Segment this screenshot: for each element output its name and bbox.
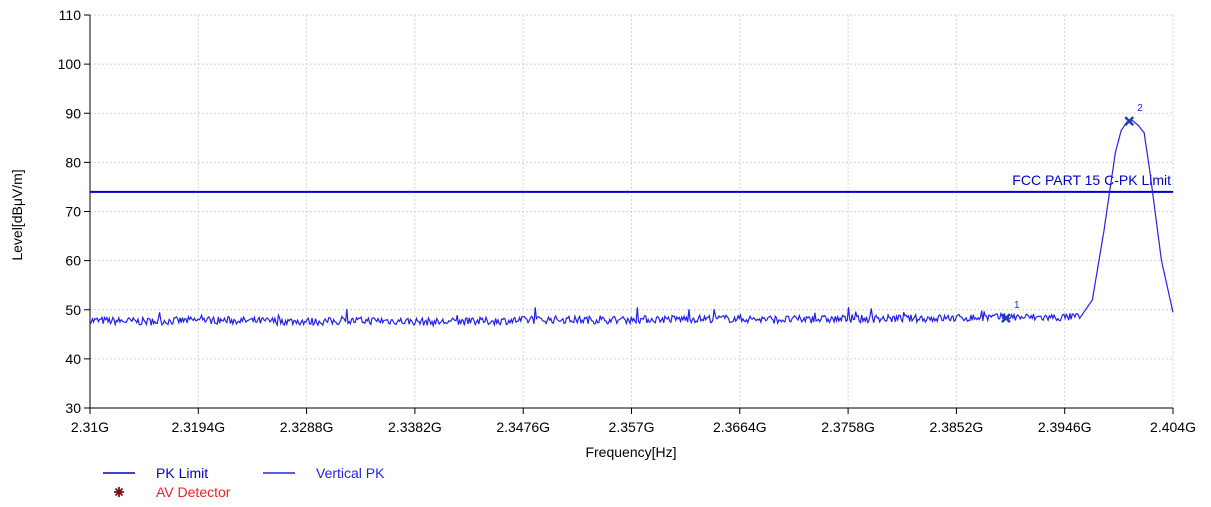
x-tick-label: 2.3758G [821, 419, 875, 435]
marker-x-stroke [1124, 116, 1135, 126]
marker-point: 1 [1001, 300, 1020, 323]
marker-x-stroke [1001, 313, 1011, 323]
y-tick-label: 70 [65, 204, 81, 220]
legend-label: PK Limit [156, 465, 208, 481]
star-icon [114, 487, 124, 497]
x-tick-label: 2.357G [609, 419, 655, 435]
x-tick-label: 2.3852G [930, 419, 984, 435]
legend-item: AV Detector [114, 484, 231, 500]
y-axis-title: Level[dBμV/m] [9, 169, 25, 260]
x-tick-label: 2.404G [1150, 419, 1196, 435]
y-tick-label: 90 [65, 105, 81, 121]
x-axis-title: Frequency[Hz] [585, 444, 676, 460]
y-tick-label: 30 [65, 400, 81, 416]
legend-item: PK Limit [103, 465, 208, 481]
legend-label: AV Detector [156, 484, 231, 500]
marker-label: 2 [1137, 103, 1143, 114]
legend-label: Vertical PK [316, 465, 385, 481]
y-tick-label: 40 [65, 351, 81, 367]
x-tick-label: 2.3194G [171, 419, 225, 435]
y-tick-label: 50 [65, 302, 81, 318]
grid [89, 14, 1174, 409]
marker-point: 2 [1124, 103, 1143, 126]
legend-item: Vertical PK [263, 465, 385, 481]
x-tick-label: 2.3476G [496, 419, 550, 435]
y-tick-label: 100 [58, 56, 82, 72]
series-group [89, 119, 1174, 329]
series-line-vertical-pk [89, 119, 1174, 329]
y-tick-label: 60 [65, 253, 81, 269]
x-tick-label: 2.3382G [388, 419, 442, 435]
x-tick-label: 2.3946G [1038, 419, 1092, 435]
limit-line-group: FCC PART 15 C-PK Limit [90, 172, 1173, 193]
x-tick-label: 2.3664G [713, 419, 767, 435]
marker-label: 1 [1014, 300, 1020, 311]
pk-limit-label: FCC PART 15 C-PK Limit [1012, 172, 1171, 188]
markers-group: 12 [1001, 103, 1143, 323]
y-tick-label: 80 [65, 154, 81, 170]
y-tick-label: 110 [59, 7, 82, 23]
legend: PK Limit Vertical PK AV Detector [103, 465, 385, 500]
x-tick-label: 2.3288G [280, 419, 334, 435]
axes: 30 40 50 60 70 80 90 100 110 2.31G 2.3194G 2.3288G 2… [58, 7, 1196, 435]
x-tick-label: 2.31G [71, 419, 109, 435]
